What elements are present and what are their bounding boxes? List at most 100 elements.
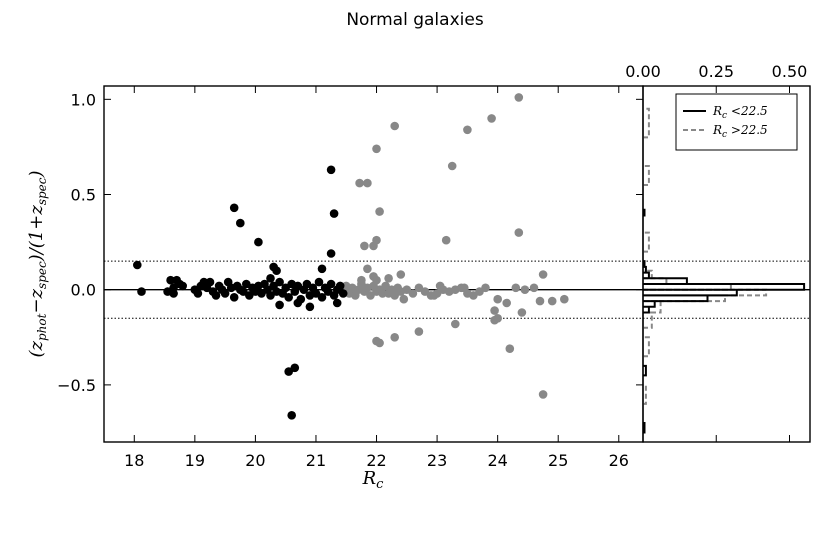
- x-tick-label: 22: [366, 451, 386, 470]
- faint-sample-points: [341, 93, 569, 399]
- bright-point: [272, 266, 281, 276]
- faint-point: [514, 228, 524, 237]
- bright-point: [193, 289, 203, 298]
- faint-point: [408, 289, 418, 298]
- bright-point: [290, 363, 300, 373]
- bright-point: [229, 293, 239, 302]
- faint-point: [429, 291, 439, 300]
- bright-point: [211, 291, 221, 300]
- bright-point: [305, 302, 315, 312]
- bright-point: [332, 298, 342, 308]
- faint-point: [363, 178, 372, 188]
- bright-point: [326, 279, 336, 289]
- faint-point: [441, 235, 451, 245]
- bright-point: [284, 293, 294, 302]
- bright-point: [317, 293, 327, 302]
- histogram-frame: [642, 85, 811, 443]
- legend-box: [675, 93, 798, 151]
- bright-sample-points: [133, 165, 348, 420]
- faint-point: [414, 327, 424, 336]
- faint-point: [490, 315, 499, 325]
- faint-point: [538, 390, 548, 399]
- x-tick-label: 26: [609, 451, 629, 470]
- bright-point: [326, 249, 336, 258]
- faint-point: [487, 114, 496, 123]
- faint-point: [547, 296, 557, 306]
- faint-point: [396, 270, 406, 279]
- hist-tick-label: 0.50: [772, 62, 808, 81]
- bright-point: [133, 260, 142, 270]
- bright-point: [329, 209, 339, 218]
- faint-point: [529, 283, 539, 293]
- bright-point: [266, 274, 275, 283]
- faint-point: [375, 338, 384, 348]
- faint-point: [399, 294, 409, 304]
- bright-point: [205, 277, 215, 287]
- bright-point: [317, 264, 327, 274]
- faint-point: [460, 283, 469, 293]
- faint-point: [520, 285, 530, 295]
- legend: Rc <22.5 Rc >22.5: [675, 93, 798, 151]
- x-tick-label: 25: [548, 451, 568, 470]
- faint-point: [360, 241, 369, 251]
- faint-point: [560, 294, 569, 304]
- bright-point: [229, 203, 239, 213]
- faint-point: [447, 161, 457, 171]
- faint-point: [463, 125, 472, 135]
- histogram-bright-series: [643, 208, 806, 434]
- bright-point: [137, 287, 146, 296]
- faint-point: [357, 275, 366, 285]
- bright-point: [275, 277, 284, 287]
- bright-point: [335, 281, 345, 291]
- faint-point: [372, 144, 381, 154]
- faint-point: [384, 274, 393, 283]
- faint-point: [535, 296, 545, 306]
- y-tick-label: 1.0: [71, 90, 96, 109]
- faint-point: [378, 289, 387, 298]
- main-plot-frame: [103, 85, 644, 443]
- main-scatter-panel: 18 19 20 21 22 23 24 25 26 −0.5 0.0 0.5 1.0 Rc (zph…: [26, 85, 644, 492]
- x-tick-label: 20: [245, 451, 265, 470]
- faint-point: [390, 121, 400, 131]
- bright-point: [236, 218, 245, 228]
- faint-point: [363, 264, 372, 274]
- bright-point: [220, 289, 230, 298]
- bright-point: [254, 237, 263, 247]
- y-axis-label: (zphot−zspec)/(1+zspec): [26, 170, 49, 357]
- faint-point: [511, 283, 521, 293]
- faint-point: [375, 207, 384, 216]
- faint-point: [490, 306, 499, 315]
- faint-point: [390, 333, 400, 342]
- histogram-faint-series: [643, 107, 768, 405]
- faint-point: [372, 235, 381, 245]
- bright-point: [293, 298, 303, 308]
- faint-point: [538, 270, 548, 279]
- faint-point: [355, 178, 364, 188]
- hist-tick-label: 0.25: [698, 62, 734, 81]
- x-tick-label: 18: [124, 451, 144, 470]
- bright-point: [166, 275, 175, 285]
- hist-tick-label: 0.00: [625, 62, 661, 81]
- faint-point: [505, 344, 515, 354]
- bright-point: [178, 281, 187, 291]
- bright-point: [338, 289, 348, 298]
- bright-point: [275, 300, 284, 310]
- bright-point: [326, 165, 336, 175]
- faint-point: [435, 281, 445, 291]
- faint-point: [451, 319, 460, 329]
- faint-point: [493, 294, 503, 304]
- x-tick-label: 24: [487, 451, 507, 470]
- chart-title: Normal galaxies: [346, 10, 484, 30]
- faint-point: [517, 308, 527, 317]
- bright-point: [287, 411, 297, 420]
- faint-point: [369, 272, 378, 281]
- x-tick-label: 21: [306, 451, 326, 470]
- faint-point: [481, 283, 490, 293]
- y-tick-label: 0.0: [71, 281, 96, 300]
- histogram-panel: 0.00 0.25 0.50 Rc <22.5 Rc >22.5: [625, 62, 811, 443]
- bright-point: [169, 289, 178, 298]
- x-axis-label: Rc: [362, 468, 385, 492]
- bright-point: [314, 277, 324, 287]
- y-tick-label: 0.5: [71, 186, 96, 205]
